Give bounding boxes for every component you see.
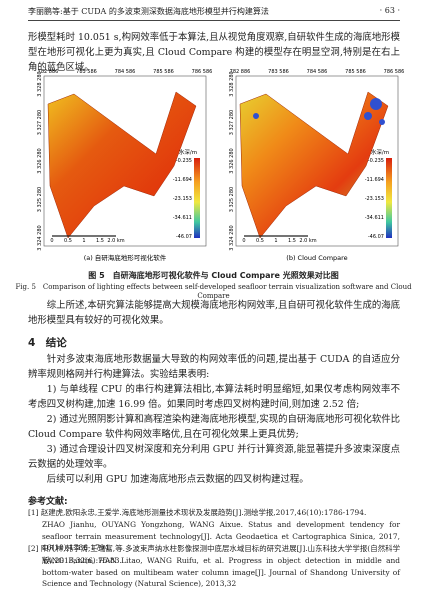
x-tick-label: 783 586 [268,69,289,75]
legend-value: -11.694 [173,177,192,183]
paragraph: 后续可以利用 GPU 加速海底地形点云数据的四叉树构建过程。 [46,474,309,485]
scale-label: 1.5 [288,238,296,244]
terrain [239,91,389,239]
y-tick-label: 3 326 280 [229,148,235,173]
paragraph: 针对多波束海底地形数据量大导致的构网效率低的问题,提出基于 CUDA 的自适应分… [28,354,400,380]
legend-value: -23.153 [173,196,192,202]
legend-value: -0.235 [368,158,384,164]
figure-caption-en: Fig. 5 Comparison of lighting effects be… [15,283,412,300]
x-tick-label: 782 886 [230,69,251,75]
reference-en: ZHAO Jianhu, OUYANG Yongzhong, WANG Aixu… [42,520,400,552]
paragraph: 综上所述,本研究算法能够提高大规模海底地形构网效率,且自研可视化软件生成的海底地… [28,300,400,326]
reference: [2] 阳凡林,韩李涛,王瑞富,等.多波束声纳水柱影像探测中底层水域目标的研究进… [28,544,400,565]
y-tick-label: 3 324 280 [229,225,235,250]
scale-label: 1 [274,238,277,244]
y-tick-label: 3 324 280 [37,225,43,250]
hole [370,98,382,110]
y-tick-label: 3 327 280 [37,110,43,135]
legend-value: -34.611 [173,215,192,221]
legend-title: 水深/m [179,148,197,156]
x-tick-label: 785 586 [153,69,174,75]
x-tick-label: 783 586 [76,69,97,75]
scale-label: 2.0 km [107,238,124,244]
paragraph: 形模型耗时 10.051 s,构网效率低于本算法,且从视觉角度观察,自研软件生成… [28,32,400,73]
paragraph: 3) 通过合理设计四叉树深度和充分利用 GPU 并行计算资源,能显著提升多波束深… [28,444,400,470]
y-tick-label: 3 328 280 [229,71,235,96]
scale-label: 0 [242,238,245,244]
scale-label: 0 [50,238,53,244]
x-tick-label: 784 586 [115,69,136,75]
y-tick-label: 3 325 280 [229,187,235,212]
scale-label: 0.5 [256,238,264,244]
page-number: · 63 · [379,6,400,15]
legend-value: -46.07 [368,234,384,240]
header-rule [28,20,400,21]
y-tick-label: 3 325 280 [37,187,43,212]
reference: [1] 赵建虎,欧阳永忠,王爱学.海底地形测量技术现状及发展趋势[J].测绘学报… [28,508,367,517]
x-tick-label: 784 586 [307,69,328,75]
reference-en: YANG Fanlin, HAN Litao, WANG Ruifu, et a… [42,556,400,588]
x-tick-label: 786 586 [384,69,405,75]
scale-label: 2.0 km [299,238,316,244]
paragraph: 2) 通过光照阴影计算和高程渲染构建海底地形模型,实现的自研海底地形可视化软件比… [28,414,400,440]
legend-value: -0.235 [176,158,192,164]
paragraph: 1) 与单线程 CPU 的串行构建算法相比,本算法耗时明显缩短,如果仅考虑构网效… [28,384,400,410]
legend-value: -34.611 [365,215,384,221]
color-bar [194,158,200,238]
figure: 782 886 783 586 784 586 785 586 786 586 3 328… [37,69,405,262]
figure-caption: 图 5 自研海底地形可视化软件与 Cloud Compare 光照效果对比图 [88,271,339,280]
scale-label: 1 [82,238,85,244]
legend-title: 水深/m [371,148,389,156]
legend-value: -11.694 [365,177,384,183]
references-title: 参考文献: [28,497,68,507]
x-tick-label: 785 586 [345,69,366,75]
terrain [47,91,197,239]
color-bar [386,158,392,238]
hole [379,119,385,125]
panel-caption: (a) 自研海底地形可视化软件 [84,253,167,262]
y-tick-label: 3 326 280 [37,148,43,173]
section-title: 4 结论 [28,337,67,349]
panel-caption: (b) Cloud Compare [286,254,347,262]
hole [253,113,259,119]
running-title: 李丽鹏等:基于 CUDA 的多波束测深数据海底地形模型并行构建算法 [28,7,269,16]
x-tick-label: 782 886 [38,69,59,75]
scale-label: 0.5 [64,238,72,244]
scale-label: 1.5 [96,238,104,244]
y-tick-label: 3 328 280 [37,71,43,96]
legend-value: -23.153 [365,196,384,202]
x-tick-label: 786 586 [192,69,213,75]
y-tick-label: 3 327 280 [229,110,235,135]
legend-value: -46.07 [176,234,192,240]
hole [364,112,372,120]
